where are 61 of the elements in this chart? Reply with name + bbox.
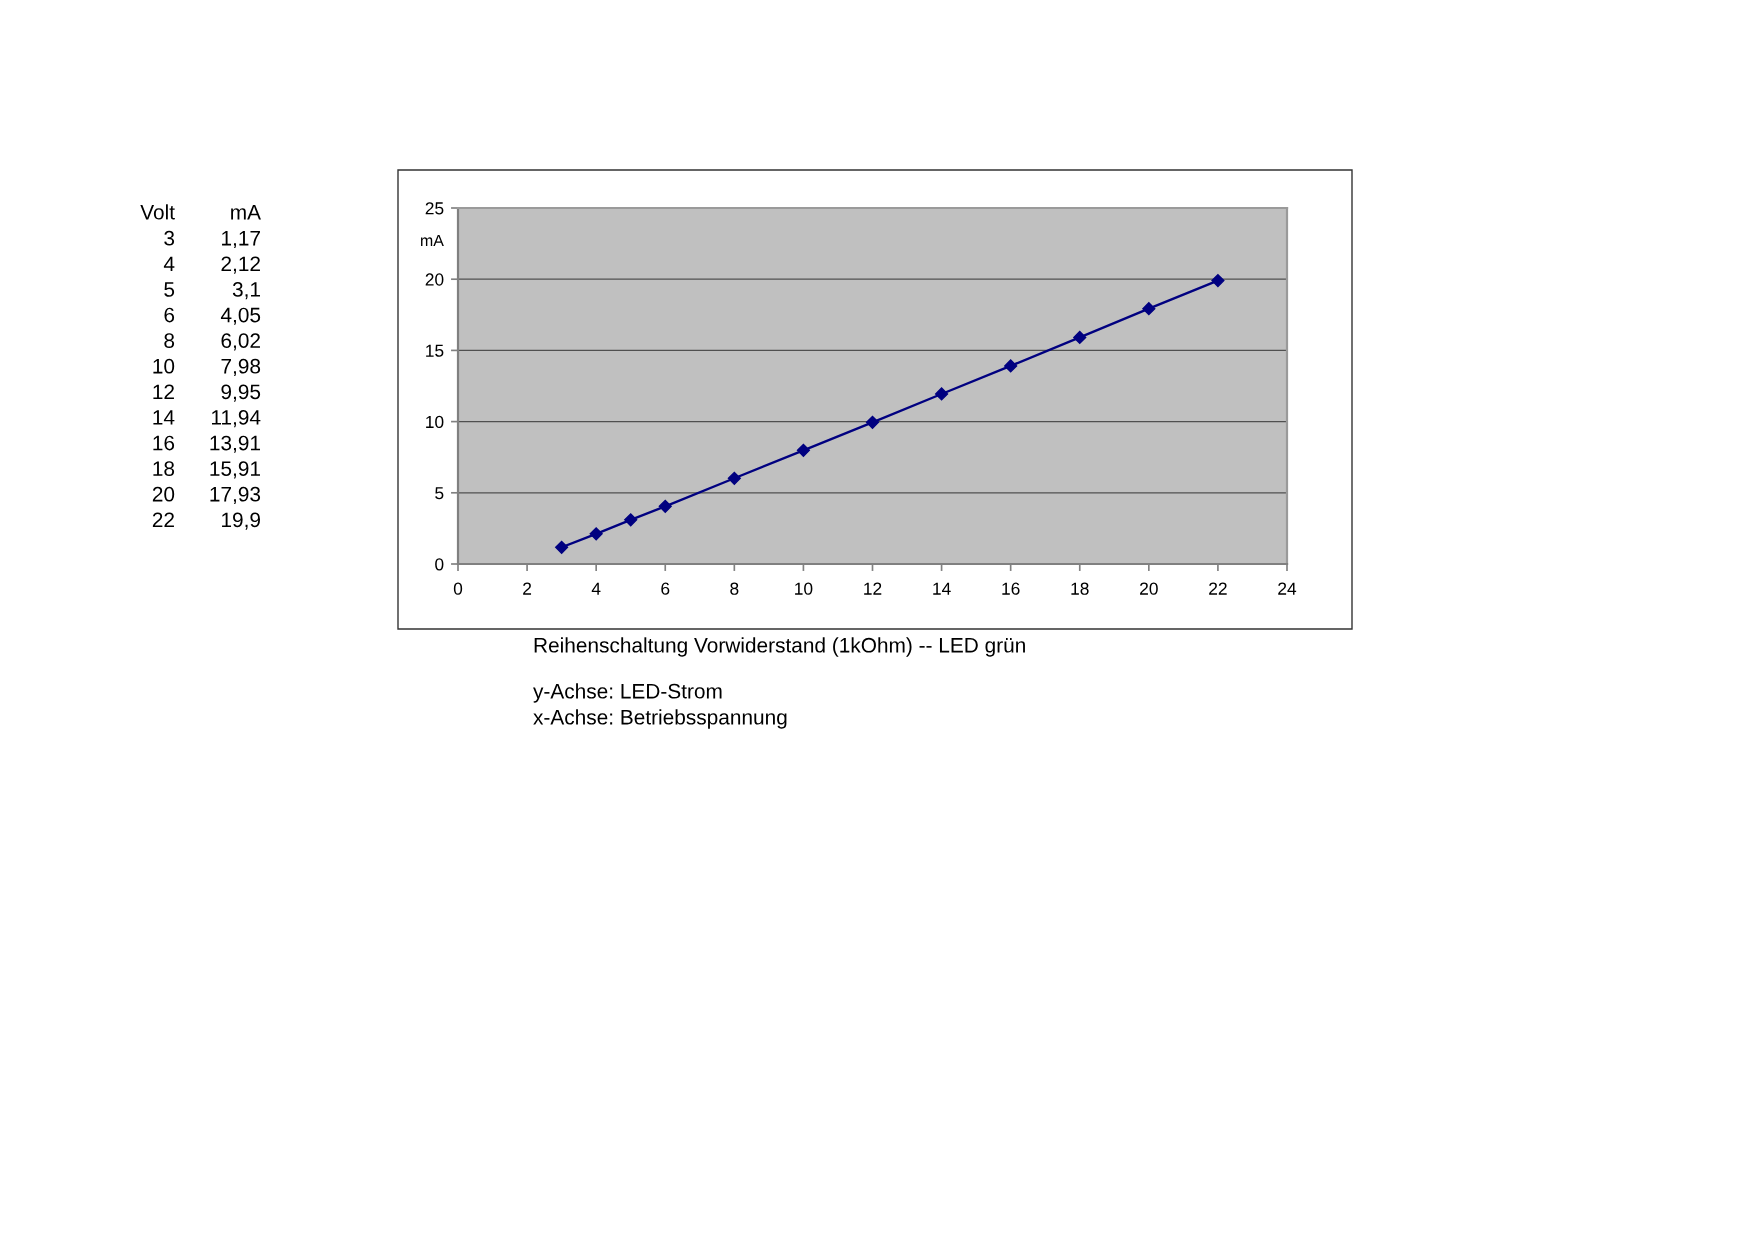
x-tick-label: 22 (1209, 582, 1227, 595)
text: 14 (153, 410, 175, 425)
text: 22 (152, 512, 174, 527)
point (1073, 330, 1087, 345)
point (555, 540, 569, 554)
text: 13,91 (210, 435, 260, 453)
point (589, 527, 603, 541)
text: x-Achse: Betriebsspannung (533, 709, 787, 729)
text: 7,98 (221, 358, 261, 377)
point (934, 387, 949, 401)
point (658, 499, 672, 513)
text: 15,91 (210, 461, 260, 479)
point (865, 415, 880, 429)
text: 20 (152, 486, 175, 502)
text: 19,9 (222, 512, 261, 530)
y-tick-label: 15 (426, 344, 444, 357)
text: mA (231, 205, 261, 220)
x-tick-label: 18 (1071, 582, 1089, 595)
y-tick-label: 10 (426, 415, 444, 429)
x-tick-label: 24 (1278, 582, 1297, 595)
text: 4,05 (220, 307, 261, 325)
text: 3 (164, 230, 175, 246)
text: 12 (153, 384, 174, 399)
point (1142, 302, 1156, 316)
x-tick-label: 16 (1002, 582, 1020, 595)
text: 2,12 (221, 256, 260, 274)
text: 18 (153, 461, 175, 476)
point (1004, 359, 1018, 373)
x-tick-label: 10 (795, 582, 813, 595)
text: 11,94 (212, 410, 261, 428)
text: Volt (140, 204, 175, 220)
point (1211, 274, 1225, 288)
text: 3,1 (232, 282, 260, 300)
x-tick-label: 6 (661, 582, 670, 595)
point (727, 471, 741, 485)
y-tick-label: 5 (435, 487, 444, 500)
text: 6,02 (221, 333, 260, 351)
text: 1,17 (222, 231, 260, 249)
point (624, 513, 638, 527)
text: 9,95 (221, 384, 261, 402)
x-tick-label: 0 (453, 582, 463, 595)
text: 8 (164, 333, 175, 348)
text: 4 (163, 256, 175, 271)
text: 16 (153, 435, 175, 451)
text: 6 (164, 307, 175, 323)
x-tick-label: 14 (933, 582, 951, 595)
text: 17,93 (210, 486, 261, 505)
text: Reihenschaltung Vorwiderstand (1kOhm) -- LED grün (534, 637, 1025, 657)
text: y-Achse: LED-Strom (533, 683, 722, 703)
y-tick-label: 0 (435, 558, 444, 571)
y-tick-label: 25 (425, 202, 444, 215)
x-tick-label: 20 (1140, 582, 1158, 595)
text: 10 (153, 358, 175, 374)
y-tick-label: 20 (425, 273, 444, 286)
text: 5 (164, 282, 175, 297)
x-tick-label: 2 (523, 582, 532, 595)
point (796, 443, 811, 457)
x-tick-label: 12 (864, 582, 882, 595)
x-tick-label: 8 (730, 582, 739, 595)
x-tick-label: 4 (591, 582, 601, 595)
y-axis-title: mA (421, 234, 444, 246)
